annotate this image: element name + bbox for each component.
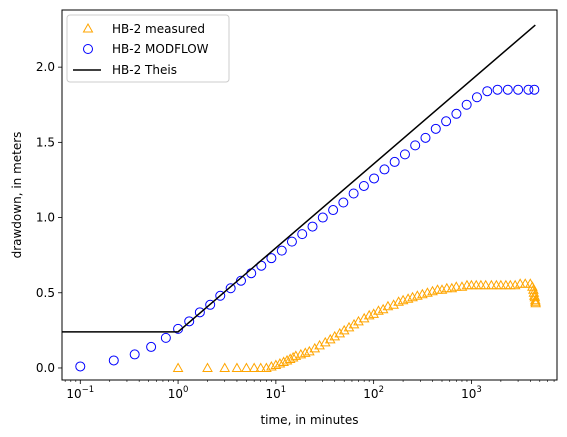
measured-point bbox=[255, 362, 267, 372]
measured-point bbox=[324, 333, 336, 344]
measured-point bbox=[450, 281, 462, 291]
measured-point bbox=[377, 303, 389, 314]
legend-marker-measured bbox=[82, 22, 94, 33]
modflow-point bbox=[369, 173, 380, 184]
legend: HB-2 measured HB-2 MODFLOW HB-2 Theis bbox=[66, 14, 230, 83]
modflow-point bbox=[441, 116, 452, 127]
chart-marks bbox=[62, 24, 542, 372]
x-axis-label: time, in minutes bbox=[260, 413, 358, 427]
y-axis-label: drawdown, in meters bbox=[10, 132, 24, 259]
measured-point bbox=[303, 345, 315, 356]
modflow-point bbox=[108, 355, 119, 366]
measured-point bbox=[343, 321, 355, 332]
modflow-point bbox=[492, 84, 503, 95]
modflow-point bbox=[129, 349, 140, 360]
modflow-point bbox=[75, 361, 86, 372]
modflow-point bbox=[471, 92, 482, 103]
modflow-point bbox=[461, 99, 472, 110]
x-tick-label: 100 bbox=[168, 385, 189, 401]
y-tick-label: 1.5 bbox=[36, 135, 55, 149]
x-tick-label: 10−1 bbox=[66, 385, 94, 401]
measured-point bbox=[480, 279, 492, 290]
x-tick-label: 101 bbox=[266, 385, 287, 401]
modflow-point bbox=[146, 341, 157, 352]
measured-point bbox=[319, 336, 331, 347]
modflow-point bbox=[410, 140, 421, 151]
measured-point bbox=[295, 348, 307, 359]
measured-point bbox=[329, 330, 341, 341]
modflow-point bbox=[266, 253, 277, 264]
modflow-point bbox=[451, 108, 462, 119]
measured-point bbox=[334, 327, 346, 338]
modflow-point bbox=[523, 84, 534, 95]
legend-label-theis: HB-2 Theis bbox=[112, 63, 177, 77]
modflow-point bbox=[184, 316, 195, 327]
legend-label-modflow: HB-2 MODFLOW bbox=[112, 42, 209, 56]
legend-label-measured: HB-2 measured bbox=[112, 22, 205, 36]
measured-point bbox=[299, 347, 311, 357]
modflow-point bbox=[389, 156, 400, 167]
measured-point bbox=[402, 293, 414, 303]
plot-frame bbox=[61, 9, 558, 381]
measured-point bbox=[446, 282, 458, 293]
measured-point bbox=[338, 324, 350, 335]
measured-point bbox=[266, 360, 277, 371]
modflow-point bbox=[399, 149, 410, 160]
measured-point bbox=[358, 312, 370, 323]
modflow-point bbox=[348, 188, 359, 199]
y-tick-label: 1.0 bbox=[36, 211, 55, 225]
modflow-point bbox=[307, 221, 318, 232]
measured-point bbox=[529, 294, 541, 305]
measured-point bbox=[388, 299, 399, 309]
modflow-point bbox=[420, 132, 431, 143]
modflow-point bbox=[482, 86, 493, 97]
modflow-point bbox=[430, 123, 441, 134]
modflow-point bbox=[358, 180, 369, 191]
x-tick-label: 103 bbox=[461, 385, 482, 401]
modflow-point bbox=[205, 299, 216, 310]
measured-point bbox=[231, 362, 243, 372]
measured-point bbox=[373, 305, 384, 315]
measured-point bbox=[241, 362, 252, 372]
measured-point bbox=[514, 278, 526, 288]
measured-point bbox=[530, 297, 542, 308]
measured-point bbox=[348, 318, 360, 329]
measured-point bbox=[172, 362, 184, 372]
modflow-point bbox=[502, 84, 513, 95]
modflow-point bbox=[286, 236, 297, 247]
measured-point bbox=[270, 359, 282, 369]
modflow-point bbox=[160, 332, 171, 343]
y-tick-label: 2.0 bbox=[36, 60, 55, 74]
measured-point bbox=[287, 351, 299, 362]
modflow-point bbox=[225, 283, 236, 294]
measured-point bbox=[393, 296, 404, 306]
measured-point bbox=[530, 296, 541, 306]
modflow-point bbox=[513, 84, 524, 95]
modflow-point bbox=[276, 245, 287, 256]
modflow-point bbox=[338, 197, 349, 208]
modflow-point bbox=[297, 229, 308, 240]
y-tick-label: 0.0 bbox=[36, 361, 55, 375]
measured-point bbox=[368, 308, 380, 318]
modflow-point bbox=[194, 307, 205, 318]
legend-box bbox=[66, 14, 230, 83]
modflow-point bbox=[215, 290, 226, 301]
measured-point bbox=[363, 309, 375, 320]
modflow-point bbox=[328, 205, 339, 216]
modflow-point bbox=[529, 84, 540, 95]
modflow-point bbox=[317, 212, 328, 223]
measured-point bbox=[528, 287, 540, 297]
measured-point bbox=[309, 342, 321, 353]
measured-point bbox=[202, 362, 213, 372]
y-tick-label: 0.5 bbox=[36, 286, 55, 300]
measured-point bbox=[274, 357, 286, 368]
modflow-point bbox=[379, 164, 390, 175]
measured-point bbox=[219, 362, 231, 372]
measured-point bbox=[248, 362, 260, 372]
legend-marker-modflow bbox=[83, 44, 93, 54]
series-line-theis bbox=[62, 24, 536, 333]
x-tick-label: 102 bbox=[363, 385, 384, 401]
